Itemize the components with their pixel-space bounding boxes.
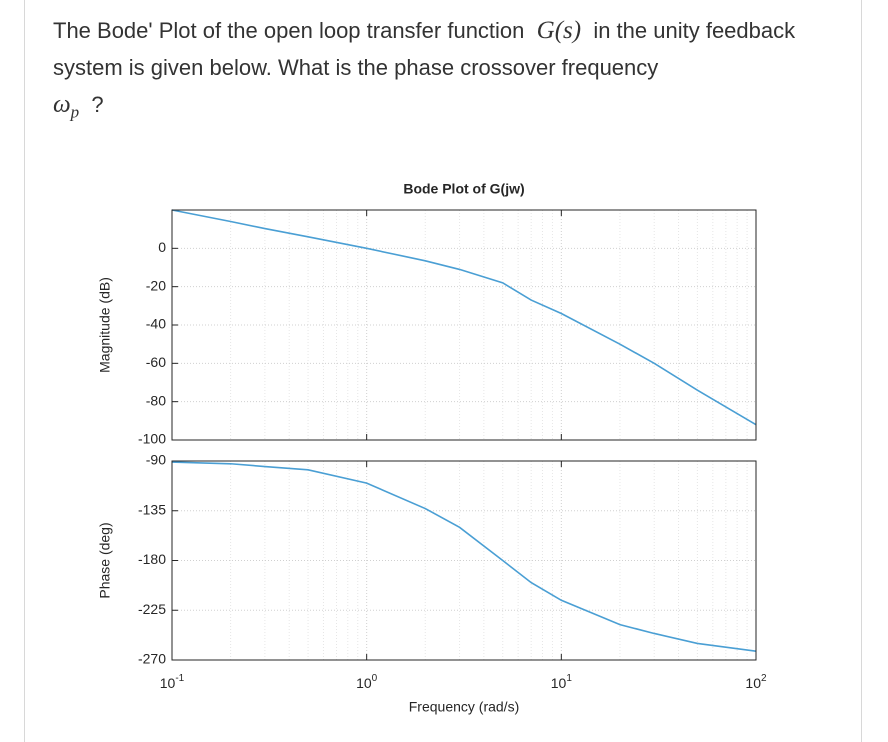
question-text: in the unity feedback system is given be… — [53, 18, 796, 80]
line — [171, 209, 757, 426]
question-text: ? — [91, 92, 104, 117]
math-sub: p — [70, 102, 80, 122]
chart-title: Bode Plot of G(jw) — [403, 181, 524, 197]
card — [24, 0, 862, 742]
x-tick-base: 10 — [745, 675, 761, 691]
x-tick-base: 10 — [356, 675, 372, 691]
math: G(s) — [536, 17, 582, 44]
y-axis-label: Phase (deg) — [97, 522, 113, 598]
y-tick-label: -225 — [138, 601, 166, 617]
x-tick-exponent: 2 — [761, 673, 767, 684]
y-axis-label: Magnitude (dB) — [97, 277, 113, 373]
y-tick-label: -60 — [146, 354, 166, 370]
y-tick-label: 0 — [158, 239, 166, 255]
y-tick-label: -20 — [146, 277, 166, 293]
plot-border — [171, 460, 757, 661]
y-tick-label: -80 — [146, 392, 166, 408]
line — [171, 461, 757, 652]
question-text: The Bode' Plot of the open loop transfer… — [53, 18, 525, 43]
y-tick-label: -100 — [138, 431, 166, 447]
y-tick-label: -40 — [146, 316, 166, 332]
x-tick-label: 10-1 — [160, 673, 185, 691]
math: ω — [53, 91, 71, 118]
y-tick-label: -270 — [138, 651, 166, 667]
question: The Bode' Plot of the open loop transfer… — [53, 12, 833, 130]
plot-border — [171, 209, 757, 441]
y-tick-label: -90 — [146, 452, 166, 468]
y-tick-label: -180 — [138, 551, 166, 567]
x-tick-base: 10 — [551, 675, 567, 691]
x-axis-label: Frequency (rad/s) — [409, 699, 519, 715]
y-tick-label: -135 — [138, 501, 166, 517]
x-tick-exponent: 0 — [372, 673, 378, 684]
x-tick-exponent: -1 — [175, 673, 184, 684]
x-tick-label: 100 — [356, 673, 378, 691]
x-tick-label: 102 — [745, 673, 767, 691]
x-tick-exponent: 1 — [566, 673, 572, 684]
x-tick-label: 101 — [551, 673, 573, 691]
x-tick-base: 10 — [160, 675, 176, 691]
